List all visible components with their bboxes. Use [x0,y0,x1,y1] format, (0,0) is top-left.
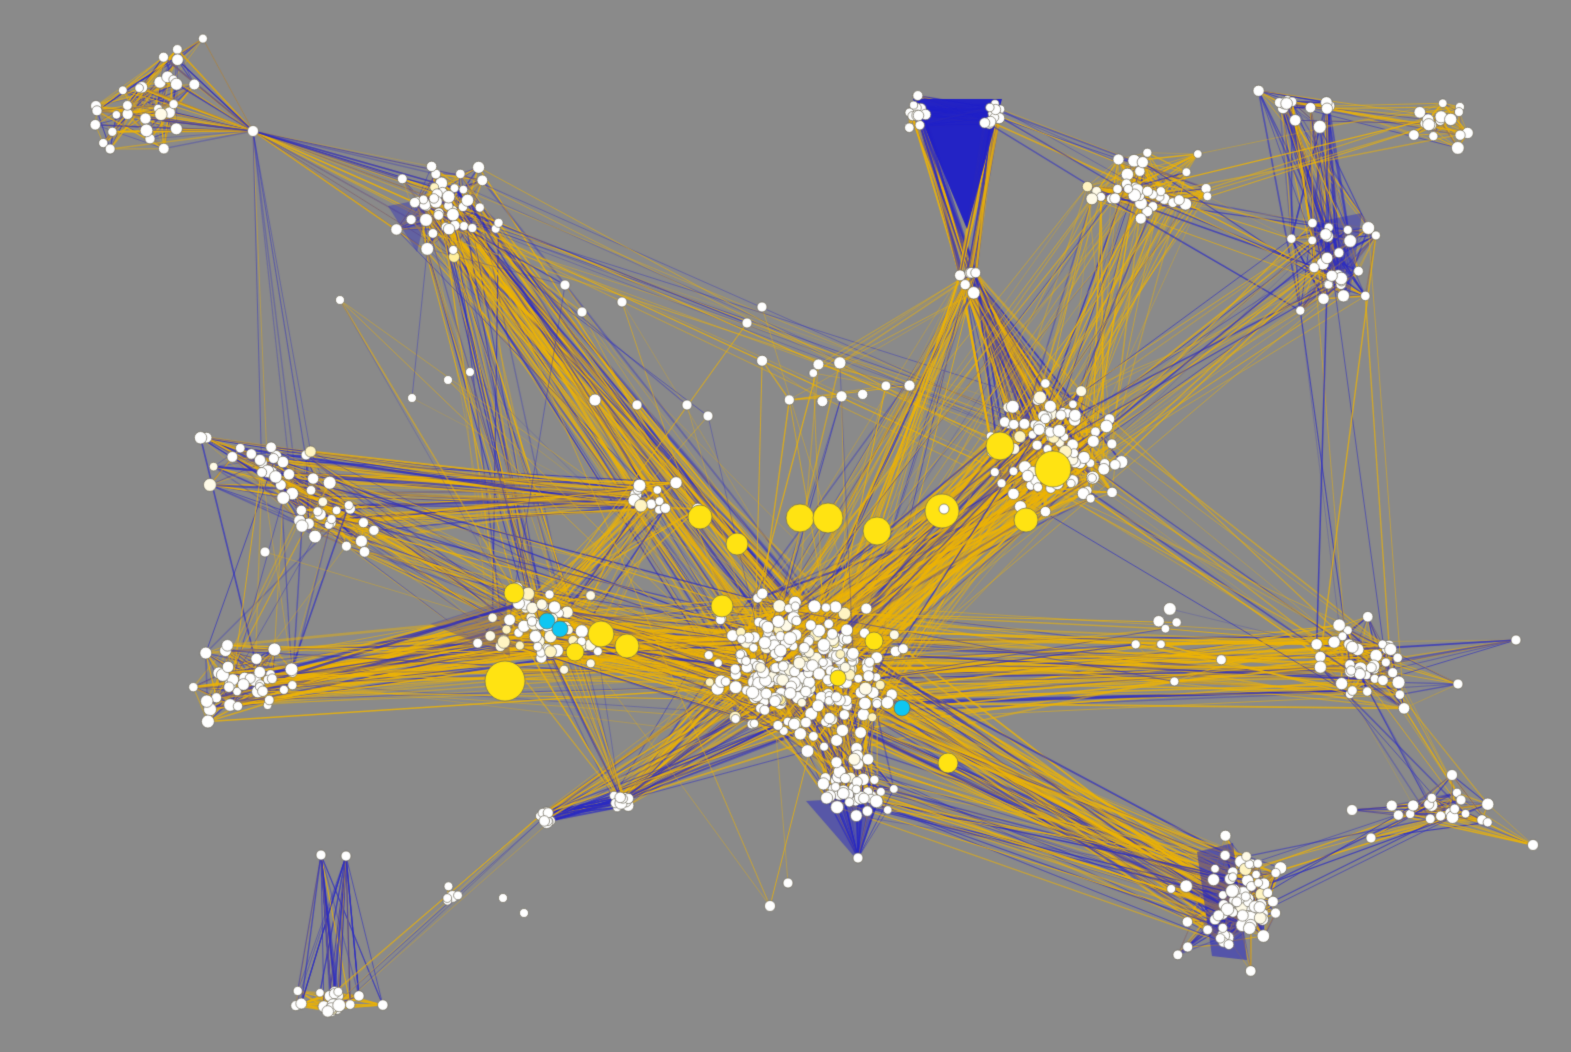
network-graph-viewport [0,0,1571,1052]
network-graph-canvas[interactable] [0,0,1571,1052]
